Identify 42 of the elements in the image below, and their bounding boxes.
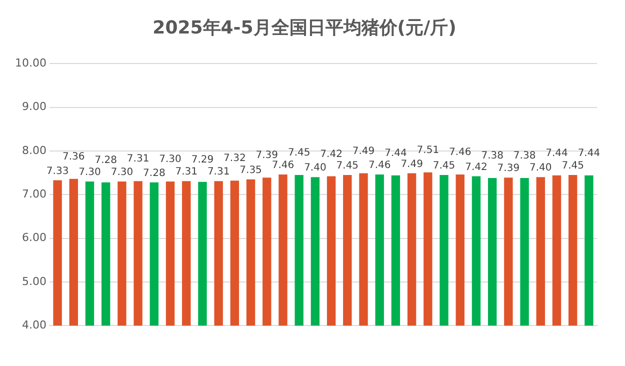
data-label: 7.44 — [384, 148, 407, 159]
data-label: 7.32 — [224, 153, 246, 164]
data-label: 7.30 — [78, 167, 101, 178]
data-label: 7.40 — [304, 162, 326, 174]
data-label: 7.45 — [562, 160, 584, 172]
data-label: 7.46 — [272, 160, 294, 172]
data-label: 7.28 — [143, 168, 166, 179]
data-label: 7.42 — [465, 162, 488, 173]
data-label: 7.31 — [175, 166, 198, 178]
y-tick-label: 8.00 — [22, 144, 46, 157]
data-label: 7.45 — [288, 148, 310, 159]
data-label: 7.44 — [546, 148, 568, 159]
data-label: 7.42 — [320, 148, 342, 160]
data-label: 7.39 — [256, 150, 278, 162]
data-label: 7.51 — [416, 144, 440, 156]
data-label: 7.45 — [336, 160, 359, 172]
data-label: 7.49 — [352, 146, 375, 157]
chart-title: 2025年4-5月全国日平均猪价(元/斤) — [152, 17, 456, 38]
data-label: 7.44 — [578, 148, 600, 159]
y-tick-label: 10.00 — [14, 56, 46, 70]
data-label: 7.30 — [159, 154, 182, 166]
data-label: 7.28 — [94, 154, 117, 166]
y-tick-label: 4.00 — [22, 318, 46, 332]
data-label: 7.45 — [432, 160, 456, 172]
data-label: 7.49 — [400, 158, 423, 170]
data-label: 7.36 — [62, 151, 85, 162]
y-tick-label: 7.00 — [22, 187, 46, 200]
data-label: 7.33 — [46, 166, 69, 177]
data-label: 7.35 — [240, 164, 262, 176]
y-tick-label: 6.00 — [22, 231, 46, 244]
data-label: 7.29 — [191, 154, 214, 166]
y-tick-label: 5.00 — [22, 274, 46, 288]
data-label: 7.46 — [448, 147, 472, 158]
data-label: 7.31 — [126, 154, 150, 165]
data-label: 7.39 — [497, 163, 520, 174]
y-tick-label: 9.00 — [22, 100, 46, 114]
data-label: 7.40 — [530, 162, 552, 174]
data-label: 7.38 — [513, 150, 536, 162]
data-label: 7.46 — [368, 160, 391, 172]
data-label: 7.38 — [481, 150, 504, 162]
data-label: 7.30 — [110, 167, 134, 178]
data-label: 7.31 — [207, 166, 230, 178]
